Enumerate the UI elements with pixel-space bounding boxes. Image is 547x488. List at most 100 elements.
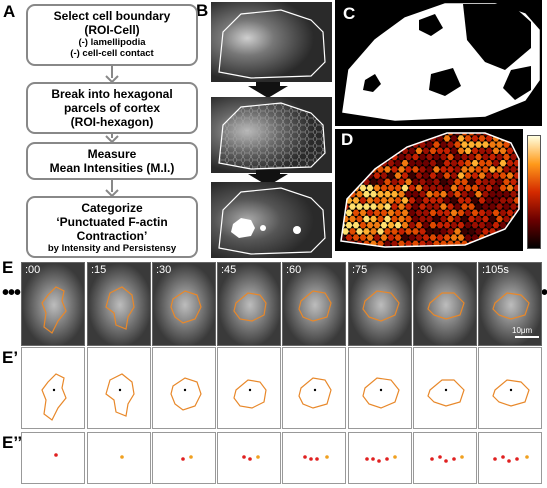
heatmap-hexagon bbox=[440, 178, 447, 185]
heatmap-hexagon bbox=[496, 141, 503, 148]
heatmap-hexagon bbox=[377, 191, 384, 198]
heatmap-hexagon bbox=[366, 160, 374, 167]
heatmap-hexagon bbox=[359, 234, 367, 241]
heatmap-hexagon bbox=[489, 215, 496, 223]
heatmap-hexagon bbox=[419, 153, 426, 161]
heatmap-hexagon bbox=[373, 135, 381, 142]
dot-frame bbox=[152, 432, 216, 484]
flow-step-select-boundary: Select cell boundary (ROI-Cell) (-) lame… bbox=[26, 4, 198, 66]
heatmap-hexagon bbox=[408, 147, 416, 154]
heatmap-hexagon bbox=[380, 147, 388, 154]
heatmap-hexagon bbox=[489, 166, 496, 173]
heatmap-hexagon bbox=[429, 172, 437, 179]
heatmap-hexagon bbox=[457, 160, 465, 167]
heatmap-hexagon bbox=[352, 147, 360, 154]
heatmap-hexagon bbox=[341, 215, 342, 223]
heatmap-hexagon bbox=[419, 228, 426, 235]
heatmap-hexagon bbox=[341, 246, 346, 247]
heatmap-hexagon bbox=[419, 166, 426, 173]
outline-frame bbox=[348, 347, 412, 429]
heatmap-hexagon bbox=[398, 228, 405, 235]
heatmap-hexagon bbox=[342, 191, 349, 198]
heatmap-hexagon bbox=[401, 160, 409, 167]
heatmap-hexagon bbox=[475, 215, 482, 223]
heatmap-hexagon bbox=[468, 133, 475, 136]
heatmap-hexagon bbox=[373, 209, 381, 216]
timelapse-frame: :90 bbox=[413, 262, 477, 346]
heatmap-hexagon bbox=[422, 147, 430, 154]
heatmap-hexagon bbox=[503, 153, 510, 161]
heatmap-hexagon bbox=[454, 133, 461, 136]
heatmap-hexagon bbox=[387, 184, 395, 192]
heatmap-hexagon bbox=[447, 203, 454, 210]
heatmap-hexagon bbox=[391, 178, 398, 185]
heatmap-hexagon bbox=[478, 222, 486, 229]
heatmap-hexagon bbox=[503, 166, 510, 173]
heatmap-hexagon bbox=[398, 178, 405, 185]
panel-label-a: A bbox=[3, 2, 16, 21]
heatmap-hexagon bbox=[415, 246, 423, 247]
heatmap-hexagon bbox=[352, 222, 360, 229]
heatmap-hexagon bbox=[464, 172, 472, 179]
heatmap-hexagon bbox=[391, 228, 398, 235]
heatmap-hexagon bbox=[356, 133, 363, 136]
heatmap-hexagon bbox=[352, 172, 360, 179]
heatmap-hexagon bbox=[401, 135, 409, 142]
heatmap-hexagon bbox=[485, 184, 493, 192]
flow-step1-note2: (-) cell-cell contact bbox=[70, 48, 154, 59]
timelapse-time-label: :00 bbox=[25, 264, 41, 276]
heatmap-hexagon bbox=[408, 160, 416, 167]
heatmap-hexagon bbox=[506, 172, 514, 179]
heatmap-hexagon bbox=[517, 215, 519, 223]
heatmap-hexagon bbox=[503, 215, 510, 223]
heatmap-hexagon bbox=[356, 203, 363, 210]
heatmap-hexagon bbox=[426, 228, 433, 235]
flow-step1-title: Select cell boundary bbox=[53, 9, 171, 23]
heatmap-hexagon bbox=[419, 141, 426, 148]
heatmap-hexagon bbox=[380, 209, 388, 216]
heatmap-hexagon bbox=[422, 222, 430, 229]
heatmap-hexagon bbox=[412, 166, 419, 173]
heatmap-hexagon bbox=[349, 166, 356, 173]
heatmap-hexagon bbox=[492, 209, 500, 216]
heatmap-hexagon bbox=[506, 184, 514, 192]
timelapse-frame: :30 bbox=[152, 262, 216, 346]
heatmap-hexagon bbox=[391, 215, 398, 223]
intensity-heatmap bbox=[335, 129, 523, 251]
heatmap-hexagon bbox=[341, 203, 342, 210]
outline-frame bbox=[21, 347, 85, 429]
heatmap-hexagon bbox=[391, 203, 398, 210]
heatmap-hexagon bbox=[464, 234, 472, 241]
heatmap-hexagon bbox=[412, 215, 419, 223]
heatmap-hexagon bbox=[513, 246, 519, 247]
heatmap-hexagon bbox=[457, 234, 465, 241]
heatmap-hexagon bbox=[478, 246, 486, 247]
heatmap-hexagon bbox=[366, 222, 374, 229]
heatmap-hexagon bbox=[387, 209, 395, 216]
heatmap-hexagon bbox=[377, 215, 384, 223]
heatmap-hexagon bbox=[384, 141, 391, 148]
heatmap-hexagon bbox=[401, 234, 409, 241]
heatmap-hexagon bbox=[394, 160, 402, 167]
heatmap-hexagon bbox=[415, 135, 423, 142]
arrow-down-2 bbox=[248, 170, 288, 186]
heatmap-hexagon bbox=[485, 172, 493, 179]
heatmap-hexagon bbox=[345, 172, 353, 179]
heatmap-hexagon bbox=[489, 141, 496, 148]
heatmap-hexagon bbox=[429, 222, 437, 229]
flow-step4-line2: ‘Punctuated F-actin bbox=[56, 215, 168, 229]
heatmap-hexagon bbox=[387, 234, 395, 241]
heatmap-hexagon bbox=[349, 203, 356, 210]
heatmap-hexagon bbox=[521, 160, 524, 166]
heatmap-hexagon bbox=[415, 147, 423, 154]
micrograph-cell-boundary bbox=[211, 2, 332, 82]
heatmap-hexagon bbox=[349, 178, 356, 185]
dot-frame bbox=[217, 432, 281, 484]
heatmap-hexagon bbox=[405, 203, 412, 210]
panel-label-d: D bbox=[341, 130, 354, 149]
heatmap-hexagon bbox=[468, 153, 475, 161]
heatmap-hexagon bbox=[464, 160, 472, 167]
heatmap-hexagon bbox=[506, 147, 514, 154]
heatmap-hexagon bbox=[447, 133, 454, 136]
heatmap-hexagon bbox=[461, 203, 468, 210]
